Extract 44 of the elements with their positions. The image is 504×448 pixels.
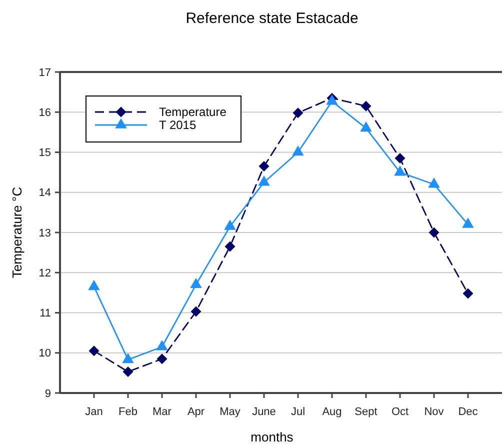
- x-axis-title: months: [250, 430, 294, 445]
- point: [190, 278, 202, 288]
- x-tick-label: Sept: [354, 406, 378, 418]
- x-tick-label: Feb: [118, 406, 138, 418]
- point: [292, 145, 304, 156]
- point: [88, 280, 100, 290]
- y-axis-title: Temperature °C: [10, 186, 25, 278]
- point: [190, 306, 202, 317]
- point: [428, 227, 440, 238]
- point: [428, 178, 440, 188]
- x-tick-label: Nov: [424, 406, 444, 418]
- x-tick-label: Apr: [187, 406, 205, 418]
- x-tick-label: Mar: [152, 406, 172, 418]
- point: [156, 340, 168, 350]
- x-tick-label: Oct: [391, 406, 409, 418]
- y-tick-label: 9: [44, 388, 51, 400]
- y-tick-label: 17: [38, 66, 51, 79]
- x-tick-label: Aug: [322, 406, 342, 418]
- point: [462, 218, 474, 228]
- y-tick-label: 14: [38, 187, 51, 200]
- point: [122, 352, 134, 364]
- point: [122, 366, 134, 377]
- point: [156, 354, 168, 364]
- y-tick-label: 11: [40, 308, 51, 320]
- chart-title: Reference state Estacade: [186, 10, 358, 27]
- y-tick-label: 15: [38, 147, 51, 160]
- point: [88, 346, 100, 356]
- y-tick-label: 13: [38, 227, 51, 240]
- point: [224, 220, 236, 230]
- point: [360, 121, 372, 132]
- x-tick-label: May: [220, 406, 241, 418]
- legend-label: Temperature: [159, 105, 227, 120]
- y-tick-label: 12: [38, 267, 51, 280]
- y-tick-label: 16: [38, 106, 51, 119]
- point: [258, 176, 270, 186]
- point: [224, 241, 236, 252]
- x-tick-label: June: [252, 406, 276, 418]
- x-tick-label: Jan: [85, 406, 103, 418]
- point: [394, 166, 406, 176]
- x-tick-label: Dec: [458, 406, 478, 418]
- point: [462, 288, 474, 299]
- y-tick-label: 10: [38, 348, 51, 360]
- x-tick-label: Jul: [290, 406, 306, 418]
- legend-label: T 2015: [159, 118, 196, 132]
